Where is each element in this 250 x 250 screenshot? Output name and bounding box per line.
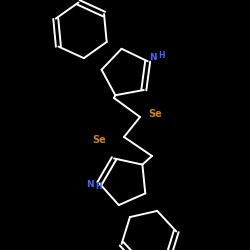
Text: Se: Se [92, 135, 106, 145]
Text: H: H [158, 51, 165, 60]
Text: N: N [149, 53, 156, 62]
Text: Se: Se [148, 109, 162, 119]
Text: H: H [95, 182, 102, 191]
Text: N: N [86, 180, 93, 189]
